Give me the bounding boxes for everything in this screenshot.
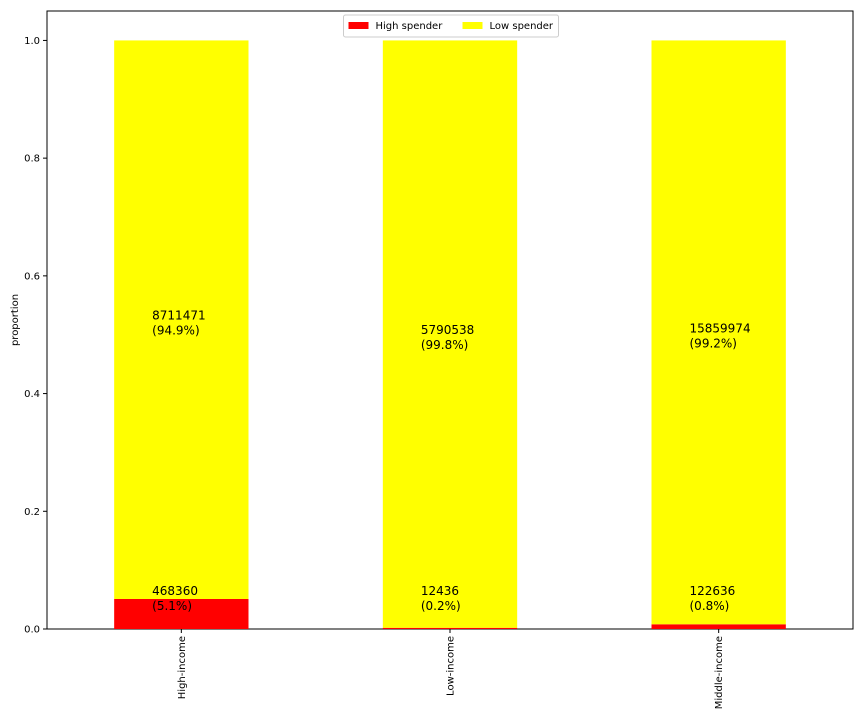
data-label-percent: (5.1%) — [152, 599, 192, 613]
y-ticks-group: 0.0 0.2 0.4 0.6 0.8 1.0 — [24, 36, 47, 636]
data-label-percent: (0.8%) — [690, 599, 730, 613]
y-tick-label: 0.2 — [24, 507, 40, 518]
y-tick-label: 0.0 — [24, 625, 40, 636]
data-label-count: 8711471 — [152, 309, 205, 323]
data-labels-group: 468360(5.1%) 8711471(94.9%) 12436(0.2%) 579… — [152, 309, 750, 613]
x-tick-label: Low-income — [446, 636, 457, 696]
data-label-count: 15859974 — [690, 321, 751, 335]
y-tick-label: 0.4 — [24, 389, 40, 400]
y-tick-label: 1.0 — [24, 36, 40, 47]
data-label-percent: (99.8%) — [421, 338, 468, 352]
bar-low-spender-middle-income — [651, 40, 786, 625]
bar-high-spender-high-income — [114, 598, 249, 629]
legend-swatch — [462, 22, 483, 29]
bar-low-spender-low-income — [382, 40, 518, 628]
legend-label: High spender — [376, 21, 444, 32]
bar-low-spender-high-income — [114, 40, 249, 599]
bar-high-spender-low-income — [382, 627, 518, 629]
data-label-percent: (94.9%) — [152, 324, 199, 338]
legend-label: Low spender — [490, 21, 554, 32]
data-label-count: 468360 — [152, 584, 198, 598]
data-label-percent: (99.2%) — [690, 336, 737, 350]
data-label-count: 5790538 — [421, 323, 474, 337]
x-tick-label: High-income — [177, 636, 188, 699]
legend: High spender Low spender — [343, 14, 559, 38]
y-tick-label: 0.8 — [24, 154, 40, 165]
x-ticks-group: High-income Low-income Middle-income — [177, 629, 725, 709]
y-axis-label: proportion — [10, 294, 21, 346]
bar-high-spender-middle-income — [651, 624, 786, 629]
bars-group — [114, 40, 786, 629]
legend-swatch — [348, 22, 369, 29]
x-tick-label: Middle-income — [714, 636, 725, 709]
y-tick-label: 0.6 — [24, 271, 40, 282]
legend-box — [343, 14, 559, 38]
data-label-percent: (0.2%) — [421, 599, 461, 613]
data-label-count: 122636 — [690, 584, 736, 598]
data-label-count: 12436 — [421, 584, 459, 598]
